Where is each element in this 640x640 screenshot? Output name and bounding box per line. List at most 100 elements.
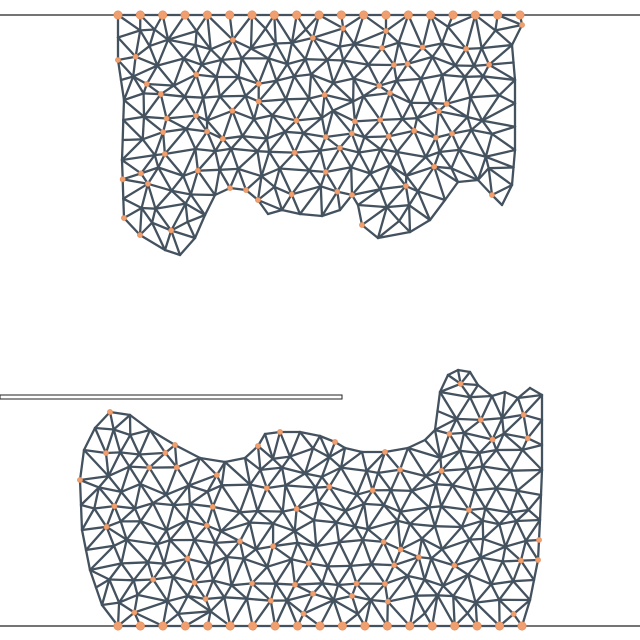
mesh-edge <box>479 545 507 559</box>
mesh-edge <box>223 456 247 464</box>
mesh-edge <box>389 489 402 513</box>
mesh-edge <box>165 493 175 507</box>
mesh-node-icon <box>146 464 153 471</box>
mesh-edge <box>256 444 275 460</box>
pinned-node-icon <box>225 10 235 20</box>
mesh-edge <box>421 42 444 49</box>
mesh-edge <box>202 75 218 99</box>
mesh-edge <box>93 507 108 528</box>
mesh-edge <box>107 465 131 478</box>
mesh-edge <box>509 511 518 523</box>
mesh-edge <box>189 193 217 197</box>
mesh-node-icon <box>402 183 409 189</box>
mesh-edge <box>218 94 247 98</box>
pinned-node-icon <box>202 10 212 20</box>
mesh-edge <box>406 574 426 581</box>
mesh-node-icon <box>520 411 527 418</box>
mesh-edge <box>122 115 146 122</box>
mesh-edge <box>273 185 293 196</box>
mesh-node-icon <box>204 128 210 135</box>
mesh-edge <box>479 537 485 559</box>
mesh-edge <box>271 529 296 548</box>
mesh-edge <box>265 486 284 513</box>
mesh-edge <box>490 183 514 197</box>
mesh-edge <box>231 109 244 138</box>
mesh-edge <box>467 556 482 576</box>
mesh-edge <box>339 466 368 473</box>
mesh-edge <box>168 519 188 542</box>
mesh-edge <box>428 483 438 509</box>
mesh-edge <box>438 132 454 154</box>
mesh-edge <box>437 110 454 135</box>
mesh-edge <box>218 167 240 171</box>
mesh-edge <box>509 468 544 472</box>
mesh-edge <box>490 394 504 420</box>
mesh-edge <box>82 448 110 478</box>
mesh-edge <box>494 29 514 47</box>
mesh-edge <box>228 167 240 190</box>
mesh-edge <box>243 444 260 460</box>
mesh-edge <box>369 582 387 602</box>
mesh-edge <box>362 502 369 531</box>
mesh-edge <box>423 594 439 615</box>
mesh-edge <box>184 610 212 628</box>
mesh-edge <box>385 205 401 223</box>
mesh-edge <box>460 525 471 541</box>
mesh-node-icon <box>435 108 442 115</box>
mesh-edge <box>318 434 331 459</box>
mesh-edge <box>369 148 382 175</box>
mesh-edge <box>470 119 484 132</box>
mesh-edge <box>248 468 262 486</box>
mesh-edge <box>157 166 173 192</box>
mesh-edge <box>463 75 472 99</box>
mesh-edge <box>218 95 234 112</box>
mesh-edge <box>125 538 150 564</box>
mesh-edge <box>170 189 187 205</box>
mesh-node-icon <box>115 57 121 63</box>
mesh-edge <box>479 417 504 422</box>
mesh-edge <box>401 101 413 121</box>
mesh-edge <box>454 47 468 67</box>
mesh-edge <box>166 600 180 616</box>
mesh-edge <box>93 410 112 430</box>
mesh-node-icon <box>300 610 307 617</box>
mesh-edge <box>382 540 402 551</box>
mesh-node-icon <box>263 485 270 491</box>
mesh-edge <box>406 555 420 578</box>
mesh-edge <box>473 465 484 492</box>
mesh-edge <box>205 95 221 122</box>
mesh-edge <box>387 135 399 154</box>
mesh-node-icon <box>193 71 200 78</box>
upper-soft-body <box>113 10 525 257</box>
mesh-edge <box>245 597 272 602</box>
mesh-edge <box>338 132 353 150</box>
mesh-edge <box>379 118 390 138</box>
pinned-node-icon <box>248 621 258 631</box>
mesh-edge <box>495 432 505 452</box>
mesh-edge <box>424 475 438 486</box>
mesh-node-icon <box>255 197 261 203</box>
mesh-edge <box>175 456 202 469</box>
mesh-edge <box>215 75 221 98</box>
mesh-edge <box>376 471 393 492</box>
mesh-edge <box>481 448 498 468</box>
mesh-edge <box>138 206 143 237</box>
mesh-node-icon <box>191 579 198 586</box>
mesh-edge <box>424 456 442 478</box>
mesh-edge <box>303 472 324 479</box>
mesh-node-icon <box>219 135 226 142</box>
mesh-edge <box>423 578 445 587</box>
mesh-edge <box>370 563 396 567</box>
mesh-edge <box>290 185 322 196</box>
mesh-edge <box>412 129 438 139</box>
mesh-edge <box>440 469 454 487</box>
mesh-node-icon <box>340 25 347 32</box>
mesh-edge <box>380 46 396 67</box>
mesh-edge <box>241 135 259 153</box>
mesh-edge <box>146 561 166 565</box>
pinned-node-icon <box>472 621 482 631</box>
mesh-edge <box>237 167 263 178</box>
mesh-edge <box>350 132 361 154</box>
mesh-edge <box>78 448 86 482</box>
mesh-edge <box>195 29 212 51</box>
